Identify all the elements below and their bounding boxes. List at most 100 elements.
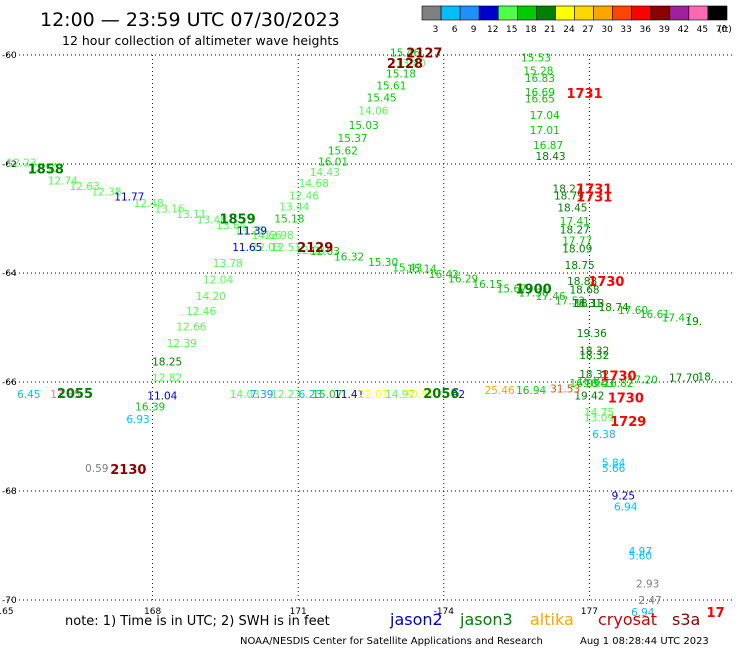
y-tick-label: -68 [2, 487, 17, 497]
pass-time-label: 1900 [515, 282, 551, 297]
wave-height-label: 14.68 [299, 178, 329, 190]
wave-height-label: 17.77 [562, 235, 592, 247]
pass-time-label: 1731 [576, 183, 612, 198]
y-tick-label: -66 [2, 378, 17, 388]
wave-height-label: 15.03 [349, 120, 379, 132]
wave-height-label: 11.65 [232, 242, 262, 254]
wave-height-label: 31.53 [550, 384, 580, 396]
wave-height-label: 16.82 [603, 378, 633, 390]
wave-height-label: 18.45 [557, 203, 587, 215]
wave-height-label: 13.85 [50, 389, 80, 401]
wave-height-label: 13.11 [176, 209, 206, 221]
colorbar-tick-label: 42 [678, 25, 689, 35]
y-tick-label: -64 [2, 269, 17, 279]
wave-height-label: 16.32 [334, 252, 364, 264]
wave-height-label: 12.98 [264, 230, 294, 242]
wave-height-label: 25.46 [485, 385, 515, 397]
wave-height-label: 15.62 [328, 145, 358, 157]
wave-height-label: 12.23 [271, 389, 301, 401]
x-tick-label: 171 [290, 607, 307, 617]
wave-height-label: 22.01 [358, 389, 388, 401]
pass-time-label: 1731 [566, 87, 602, 102]
colorbar-unit-label: (ft) [718, 25, 732, 35]
wave-height-label: 12.03 [310, 246, 340, 258]
colorbar-swatch [536, 5, 556, 21]
wave-height-label: 16.69 [525, 87, 555, 99]
wave-height-label: 18.32 [579, 350, 609, 362]
wave-height-label: 19. [685, 316, 702, 328]
wave-height-label: 5.84 [602, 458, 626, 470]
wave-height-label: 17.70 [669, 373, 699, 385]
wave-height-label: 13.80 [396, 58, 426, 70]
wave-height-label: 17.52 [555, 295, 585, 307]
colorbar-tick-label: 6 [452, 25, 458, 35]
wave-height-label: 17.04 [530, 110, 560, 122]
wave-height-label: 12.46 [186, 306, 216, 318]
wave-height-label: 6.23 [299, 389, 322, 401]
colorbar-tick-label: 24 [563, 25, 575, 35]
legend-item: jason2 [389, 610, 443, 629]
wave-height-label: 13.09 [584, 412, 614, 424]
wave-height-label: 18.09 [562, 243, 592, 255]
colorbar-tick-label: 18 [525, 25, 537, 35]
colorbar-tick-label: 39 [659, 25, 671, 35]
pass-time-label: 1730 [588, 275, 624, 290]
wave-height-label: 16.01 [318, 156, 348, 168]
pass-time-label: 2055 [57, 387, 93, 402]
colorbar: 3 6 9 12 15 18 21 24 27 30 33 36 39 42 45 70(ft) [421, 5, 732, 35]
wave-height-label: 16.39 [135, 402, 165, 414]
wave-height-label: 15.28 [523, 65, 553, 77]
wave-height-label: 6.93 [126, 414, 149, 426]
colorbar-tick-label: 21 [544, 25, 555, 35]
wave-height-label: 17.41 [560, 216, 590, 228]
pass-time-label: 1731 [576, 191, 612, 206]
colorbar-swatch [650, 5, 671, 21]
x-tick-label: -174 [434, 607, 455, 617]
wave-height-label: 18.13 [574, 298, 604, 310]
wave-height-label: 14.20 [196, 291, 226, 303]
wave-height-label: 12.03 [295, 245, 325, 257]
wave-height-label: 15.67 [497, 283, 527, 295]
wave-height-label: 11.39 [237, 225, 267, 237]
colorbar-swatch [574, 5, 594, 21]
colorbar-swatch [421, 5, 442, 21]
y-tick-label: -62 [2, 160, 17, 170]
wave-height-label: 13.25 [235, 225, 265, 237]
colorbar-swatch [459, 5, 480, 21]
wave-height-label: 6.45 [17, 389, 40, 401]
wave-height-label: 18.68 [570, 284, 600, 296]
wave-height-label: 17.20 [628, 374, 658, 386]
legend-item: altika [530, 610, 574, 629]
pass-time-label: 2129 [297, 241, 333, 256]
wave-height-label: 13.78 [213, 258, 243, 270]
x-tick-label: 177 [581, 607, 598, 617]
wave-height-label: 12.63 [70, 181, 100, 193]
wave-height-label: 14.03 [230, 389, 260, 401]
legend-item: s3a [672, 610, 700, 629]
colorbar-tick-label: 12 [487, 25, 498, 35]
colorbar-swatch [555, 5, 575, 21]
wave-height-label: 15.46 [390, 47, 420, 59]
wave-height-label: 12.39 [167, 338, 197, 350]
colorbar-swatch [497, 5, 518, 21]
wave-height-label: 17.36 [519, 288, 549, 300]
wave-height-label: 9.25 [612, 490, 635, 502]
pass-time-label: 1729 [610, 415, 646, 430]
wave-height-label: 0.59 [85, 463, 108, 475]
wave-height-label: 5.66 [602, 463, 626, 475]
wave-height-label: 2.47 [638, 595, 661, 607]
legend-item: cryosat [598, 610, 657, 629]
wave-height-label: 17.46 [536, 291, 566, 303]
wave-height-label: 18.32 [579, 345, 609, 357]
wave-height-label: 16.65 [525, 94, 555, 106]
colorbar-swatch [478, 5, 499, 21]
colorbar-tick-label: 15 [506, 25, 517, 35]
colorbar-swatch [612, 5, 632, 21]
wave-height-label: 18.74 [599, 302, 629, 314]
wave-height-label: 12.74 [48, 175, 78, 187]
colorbar-tick-label: 33 [620, 25, 631, 35]
wave-height-label: 19.36 [577, 328, 607, 340]
wave-height-label: 6.94 [614, 501, 638, 513]
y-tick-label: -60 [2, 51, 17, 61]
wave-height-label: 17.01 [530, 125, 560, 137]
